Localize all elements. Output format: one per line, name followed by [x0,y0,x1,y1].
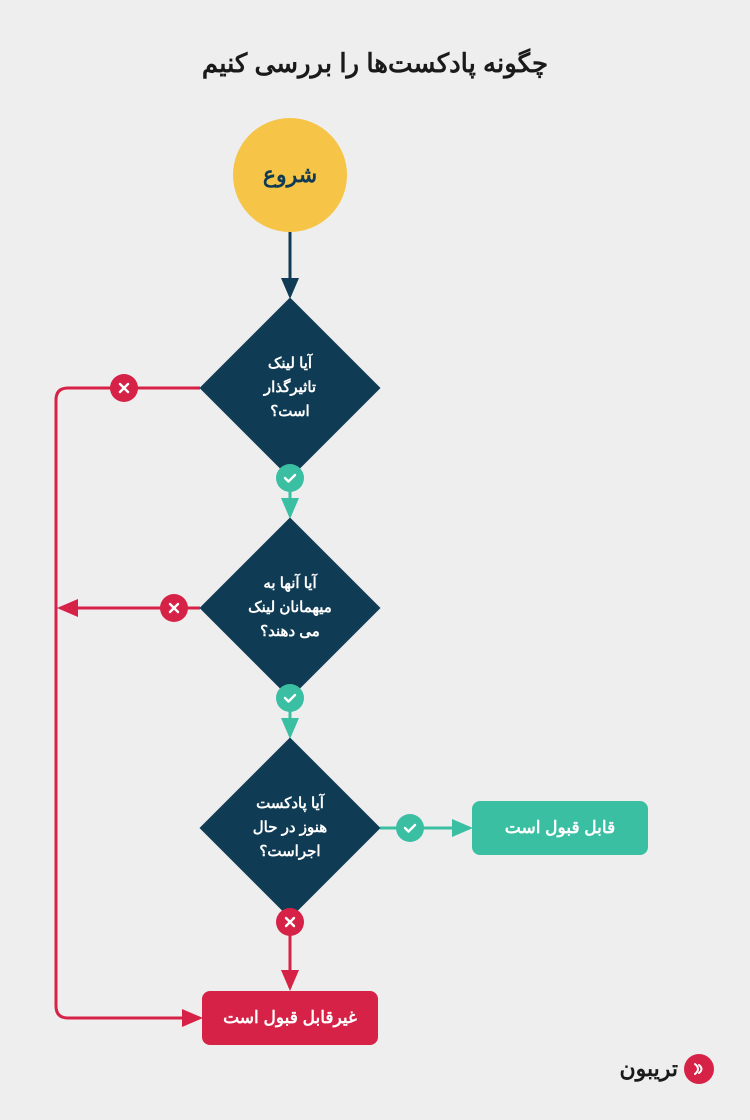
check-icon [276,684,304,712]
cross-icon [276,908,304,936]
arrow-d1-reject [0,0,750,1120]
decision-2-label: آیا آنها به میهمانان لینک می دهند؟ [248,575,332,640]
reject-box: غیرقابل قبول است [202,991,378,1045]
arrow-start-d1 [0,0,750,1120]
brand-text: تریبون [619,1056,678,1082]
arrow-d3-reject [0,0,750,1120]
decision-1-label: آیا لینک تاثیرگذار است؟ [264,355,316,420]
brand-logo: تریبون [619,1054,714,1084]
arrow-d2-reject [0,0,750,1120]
decision-2: آیا آنها به میهمانان لینک می دهند؟ [199,517,380,698]
arrow-d1-d2 [0,0,750,1120]
accept-label: قابل قبول است [505,818,615,838]
cross-icon [160,594,188,622]
arrow-d3-accept [0,0,750,1120]
start-label: شروع [263,162,317,188]
decision-1: آیا لینک تاثیرگذار است؟ [199,297,380,478]
cross-icon [110,374,138,402]
decision-3-label: آیا پادکست هنوز در حال اجراست؟ [253,795,327,860]
check-icon [276,464,304,492]
accept-box: قابل قبول است [472,801,648,855]
page-title: چگونه پادکست‌ها را بررسی کنیم [0,48,750,79]
start-node: شروع [233,118,347,232]
check-icon [396,814,424,842]
decision-3: آیا پادکست هنوز در حال اجراست؟ [199,737,380,918]
arrow-d2-d3 [0,0,750,1120]
reject-label: غیرقابل قبول است [223,1008,357,1028]
brand-icon [684,1054,714,1084]
